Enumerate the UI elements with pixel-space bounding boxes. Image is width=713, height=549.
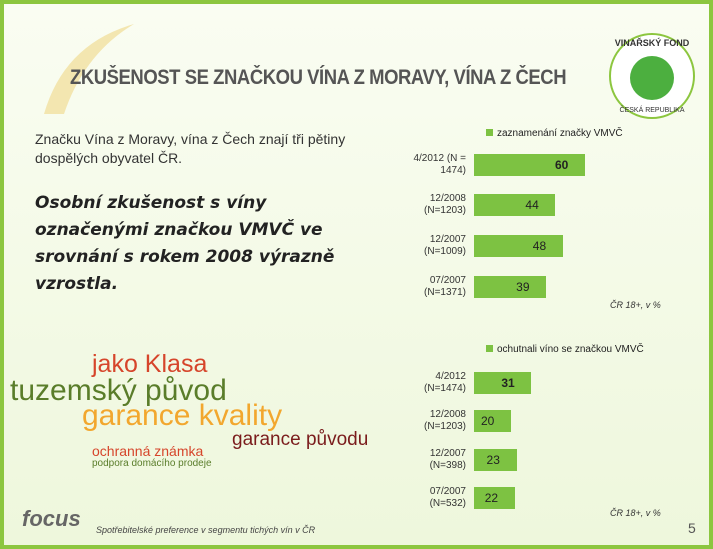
value-label: 22 — [484, 491, 499, 505]
highlight: Osobní zkušenost s víny označenými značk… — [35, 193, 335, 294]
value-label: 60 — [555, 158, 569, 172]
category-label: 07/2007 (N=532) — [429, 486, 466, 509]
value-label: 23 — [486, 453, 500, 467]
word: garance původu — [232, 429, 369, 450]
bar — [474, 487, 515, 509]
note: ČR 18+, v % — [610, 508, 661, 518]
category-label: 4/2012 (N = 1474) — [413, 153, 466, 176]
legend-label: zaznamenání značky VMVČ — [497, 128, 623, 139]
word: garance kvality — [82, 399, 283, 432]
bar — [474, 154, 585, 176]
category-label: 12/2007 (N=398) — [429, 448, 466, 471]
category-label: 4/2012 (N=1474) — [424, 371, 466, 394]
logo-top: VINAŘSKÝ FOND — [615, 37, 690, 48]
value-label: 44 — [525, 198, 539, 212]
logo-leaf — [630, 56, 674, 100]
bar — [474, 410, 511, 432]
bar — [474, 276, 547, 298]
intro: Značku Vína z Moravy, vína z Čech znají … — [35, 131, 346, 166]
note: ČR 18+, v % — [610, 300, 661, 310]
page-number: 5 — [688, 520, 696, 536]
footer-text: Spotřebitelské preference v segmentu tic… — [96, 525, 316, 535]
legend-swatch — [486, 129, 493, 136]
bar — [474, 372, 532, 394]
logo-bottom: ČESKÁ REPUBLIKA — [620, 105, 685, 114]
brand: focus — [22, 506, 81, 531]
title: ZKUŠENOST SE ZNAČKOU VÍNA Z MORAVY, VÍNA… — [70, 66, 567, 89]
category-label: 12/2008 (N=1203) — [424, 409, 466, 432]
bar — [474, 235, 563, 257]
value-label: 39 — [516, 280, 530, 294]
swoosh — [44, 24, 134, 114]
word: jako Klasa — [92, 350, 208, 378]
value-label: 31 — [501, 376, 515, 390]
decor: VINAŘSKÝ FOND ČESKÁ REPUBLIKA — [44, 24, 695, 119]
value-label: 48 — [532, 239, 547, 253]
value-label: 20 — [481, 414, 495, 428]
legend: ochutnali víno se značkou VMVČ — [486, 344, 644, 355]
category-label: 12/2008 (N=1203) — [424, 193, 466, 216]
category-label: 12/2007 (N=1009) — [424, 234, 466, 257]
legend-swatch — [486, 345, 493, 352]
bar — [474, 194, 556, 216]
legend: zaznamenání značky VMVČ — [486, 128, 623, 139]
word: podpora domácího prodeje — [92, 458, 212, 469]
bar — [474, 449, 517, 471]
category-label: 07/2007 (N=1371) — [424, 275, 466, 298]
word: ochranná známka — [92, 443, 204, 459]
legend-label: ochutnali víno se značkou VMVČ — [497, 344, 644, 355]
word: tuzemský původ — [10, 374, 227, 407]
